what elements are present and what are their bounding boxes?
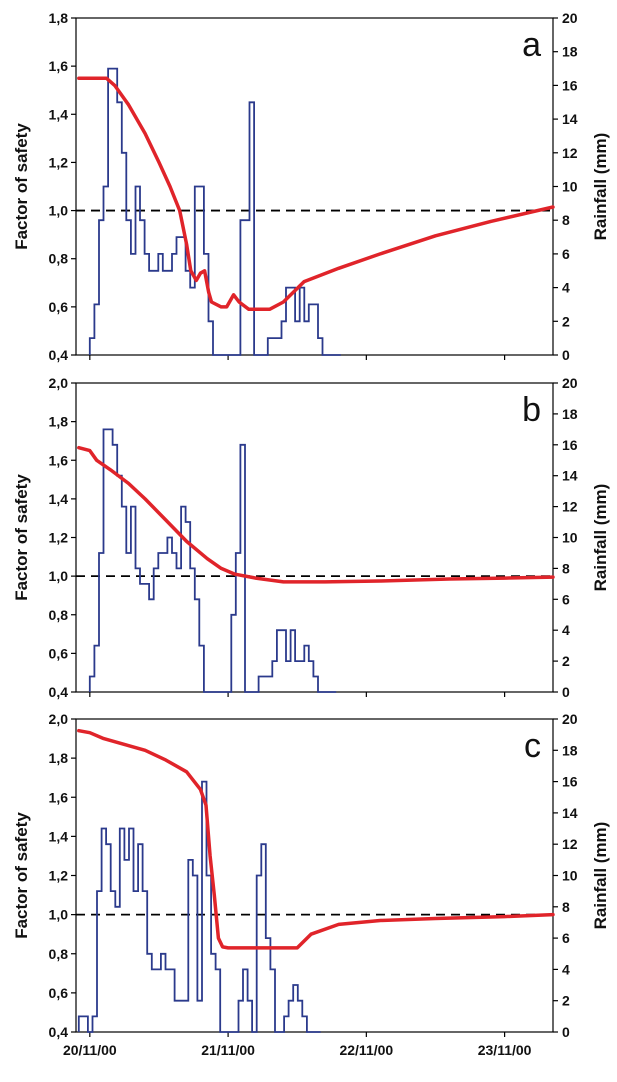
y-axis-label: Factor of safety [12, 474, 31, 601]
y2-tick-label: 10 [562, 179, 578, 195]
y-tick-label: 0,4 [49, 1024, 69, 1040]
y2-tick-label: 0 [562, 1024, 570, 1040]
y2-tick-label: 8 [562, 560, 570, 576]
y2-tick-label: 10 [562, 530, 578, 546]
y2-tick-label: 2 [562, 653, 570, 669]
y-tick-label: 0,8 [49, 946, 69, 962]
y2-tick-label: 10 [562, 868, 578, 884]
plot-frame [75, 382, 554, 693]
y-tick-label: 0,8 [49, 607, 69, 623]
y-tick-label: 1,8 [49, 10, 69, 26]
y2-axis-label: Rainfall (mm) [591, 822, 610, 930]
y-tick-label: 0,8 [49, 251, 69, 267]
y-axis-label: Factor of safety [12, 812, 31, 939]
y-tick-label: 2,0 [49, 711, 69, 727]
y2-tick-label: 2 [562, 313, 570, 329]
y-tick-label: 1,4 [49, 828, 69, 844]
y2-tick-label: 0 [562, 684, 570, 700]
y2-tick-label: 8 [562, 899, 570, 915]
y2-tick-label: 8 [562, 212, 570, 228]
y2-tick-label: 16 [562, 77, 578, 93]
y-tick-label: 1,0 [49, 907, 69, 923]
y-tick-label: 1,0 [49, 203, 69, 219]
x-tick-label: 22/11/00 [339, 1042, 393, 1058]
y2-tick-label: 4 [562, 280, 570, 296]
y2-tick-label: 4 [562, 622, 570, 638]
y2-tick-label: 20 [562, 711, 578, 727]
y2-tick-label: 12 [562, 836, 578, 852]
panel-letter: c [524, 727, 541, 765]
panel-b: 0,4 0,6 0,8 1,0 1,2 1,4 1,6 1,8 2,0 0 2 4 6 8 10 12 14 16… [12, 375, 610, 700]
y-tick-label: 1,4 [49, 491, 69, 507]
y-tick-label: 1,6 [49, 789, 69, 805]
panel-c: 0,4 0,6 0,8 1,0 1,2 1,4 1,6 1,8 2,0 0 2 4 6 8 10 12 14 16… [12, 711, 610, 1058]
x-tick-label: 20/11/00 [63, 1042, 117, 1058]
rainfall-series [88, 67, 341, 356]
y2-tick-label: 16 [562, 774, 578, 790]
y-tick-label: 1,8 [49, 414, 69, 430]
y2-tick-label: 18 [562, 406, 578, 422]
panel-letter: b [522, 391, 541, 429]
y-tick-label: 1,0 [49, 568, 69, 584]
x-tick-label: 21/11/00 [201, 1042, 255, 1058]
y-tick-label: 1,2 [49, 154, 69, 170]
rainfall-series [77, 780, 321, 1033]
y2-tick-label: 18 [562, 742, 578, 758]
y-tick-label: 1,6 [49, 452, 69, 468]
factor-of-safety-series [77, 76, 555, 312]
y-tick-label: 1,6 [49, 58, 69, 74]
y2-tick-label: 4 [562, 961, 570, 977]
y-tick-label: 1,2 [49, 530, 69, 546]
y-tick-label: 0,6 [49, 985, 69, 1001]
y-tick-label: 1,4 [49, 106, 69, 122]
plot-frame [75, 718, 554, 1033]
y2-tick-label: 6 [562, 930, 570, 946]
y2-tick-label: 6 [562, 246, 570, 262]
y2-axis-label: Rainfall (mm) [591, 133, 610, 241]
y2-tick-label: 14 [562, 111, 578, 127]
y2-tick-label: 20 [562, 375, 578, 391]
y2-tick-label: 14 [562, 805, 578, 821]
y-tick-label: 0,6 [49, 645, 69, 661]
y-tick-label: 0,6 [49, 299, 69, 315]
y2-tick-label: 2 [562, 993, 570, 1009]
y2-tick-label: 6 [562, 591, 570, 607]
y-tick-label: 1,8 [49, 750, 69, 766]
x-tick-label: 23/11/00 [478, 1042, 532, 1058]
y-tick-label: 0,4 [49, 347, 69, 363]
y2-tick-label: 12 [562, 145, 578, 161]
y2-axis-label: Rainfall (mm) [591, 484, 610, 592]
panel-letter: a [522, 26, 541, 64]
factor-of-safety-series [77, 728, 555, 950]
y-axis-label: Factor of safety [12, 123, 31, 250]
y2-tick-label: 20 [562, 10, 578, 26]
factor-of-safety-series [77, 445, 555, 584]
panel-a: 0,4 0,6 0,8 1,0 1,2 1,4 1,6 1,8 0 2 4 6 8 10 12 14 16 18 2… [12, 10, 610, 363]
y2-tick-label: 14 [562, 468, 578, 484]
rainfall-series [88, 428, 337, 693]
y2-tick-label: 12 [562, 499, 578, 515]
y2-tick-label: 18 [562, 44, 578, 60]
y-tick-label: 1,2 [49, 868, 69, 884]
y-tick-label: 0,4 [49, 684, 69, 700]
y2-tick-label: 0 [562, 347, 570, 363]
y2-tick-label: 16 [562, 437, 578, 453]
y-tick-label: 2,0 [49, 375, 69, 391]
